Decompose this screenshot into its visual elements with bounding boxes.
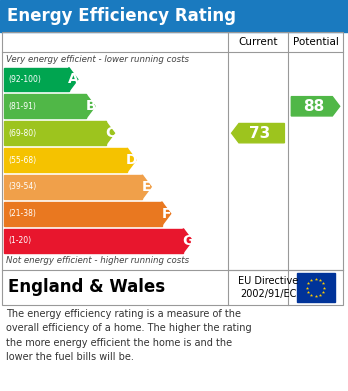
Text: Not energy efficient - higher running costs: Not energy efficient - higher running co… xyxy=(6,256,189,265)
Polygon shape xyxy=(232,124,284,143)
Text: (81-91): (81-91) xyxy=(8,102,36,111)
Text: (55-68): (55-68) xyxy=(8,156,36,165)
Text: A: A xyxy=(68,72,79,86)
Polygon shape xyxy=(162,202,171,226)
Text: (39-54): (39-54) xyxy=(8,182,36,191)
Bar xyxy=(4,229,183,253)
Polygon shape xyxy=(127,148,136,172)
Polygon shape xyxy=(105,121,114,145)
Polygon shape xyxy=(69,68,78,91)
Text: F: F xyxy=(161,207,171,221)
Text: Energy Efficiency Rating: Energy Efficiency Rating xyxy=(7,7,236,25)
Bar xyxy=(4,175,142,199)
Text: G: G xyxy=(182,233,193,248)
Polygon shape xyxy=(142,175,151,199)
Polygon shape xyxy=(183,229,192,253)
Text: Very energy efficient - lower running costs: Very energy efficient - lower running co… xyxy=(6,55,189,64)
Bar xyxy=(4,68,69,91)
Text: 73: 73 xyxy=(249,126,270,141)
Text: D: D xyxy=(126,153,137,167)
Text: EU Directive
2002/91/EC: EU Directive 2002/91/EC xyxy=(238,276,298,299)
Bar xyxy=(2,32,343,305)
Text: Potential: Potential xyxy=(293,37,339,47)
Text: (1-20): (1-20) xyxy=(8,236,31,245)
Text: B: B xyxy=(85,99,96,113)
Bar xyxy=(4,94,86,118)
Text: (92-100): (92-100) xyxy=(8,75,41,84)
Bar xyxy=(4,202,162,226)
Text: The energy efficiency rating is a measure of the
overall efficiency of a home. T: The energy efficiency rating is a measur… xyxy=(6,309,252,362)
Text: England & Wales: England & Wales xyxy=(8,278,165,296)
Text: Current: Current xyxy=(238,37,278,47)
Bar xyxy=(0,0,348,32)
Polygon shape xyxy=(291,97,340,116)
Bar xyxy=(4,121,105,145)
Text: C: C xyxy=(105,126,115,140)
Bar xyxy=(4,148,127,172)
Bar xyxy=(296,273,334,302)
Text: 88: 88 xyxy=(303,99,325,114)
Text: (69-80): (69-80) xyxy=(8,129,36,138)
Text: (21-38): (21-38) xyxy=(8,209,36,218)
Polygon shape xyxy=(86,94,95,118)
Text: E: E xyxy=(142,180,151,194)
